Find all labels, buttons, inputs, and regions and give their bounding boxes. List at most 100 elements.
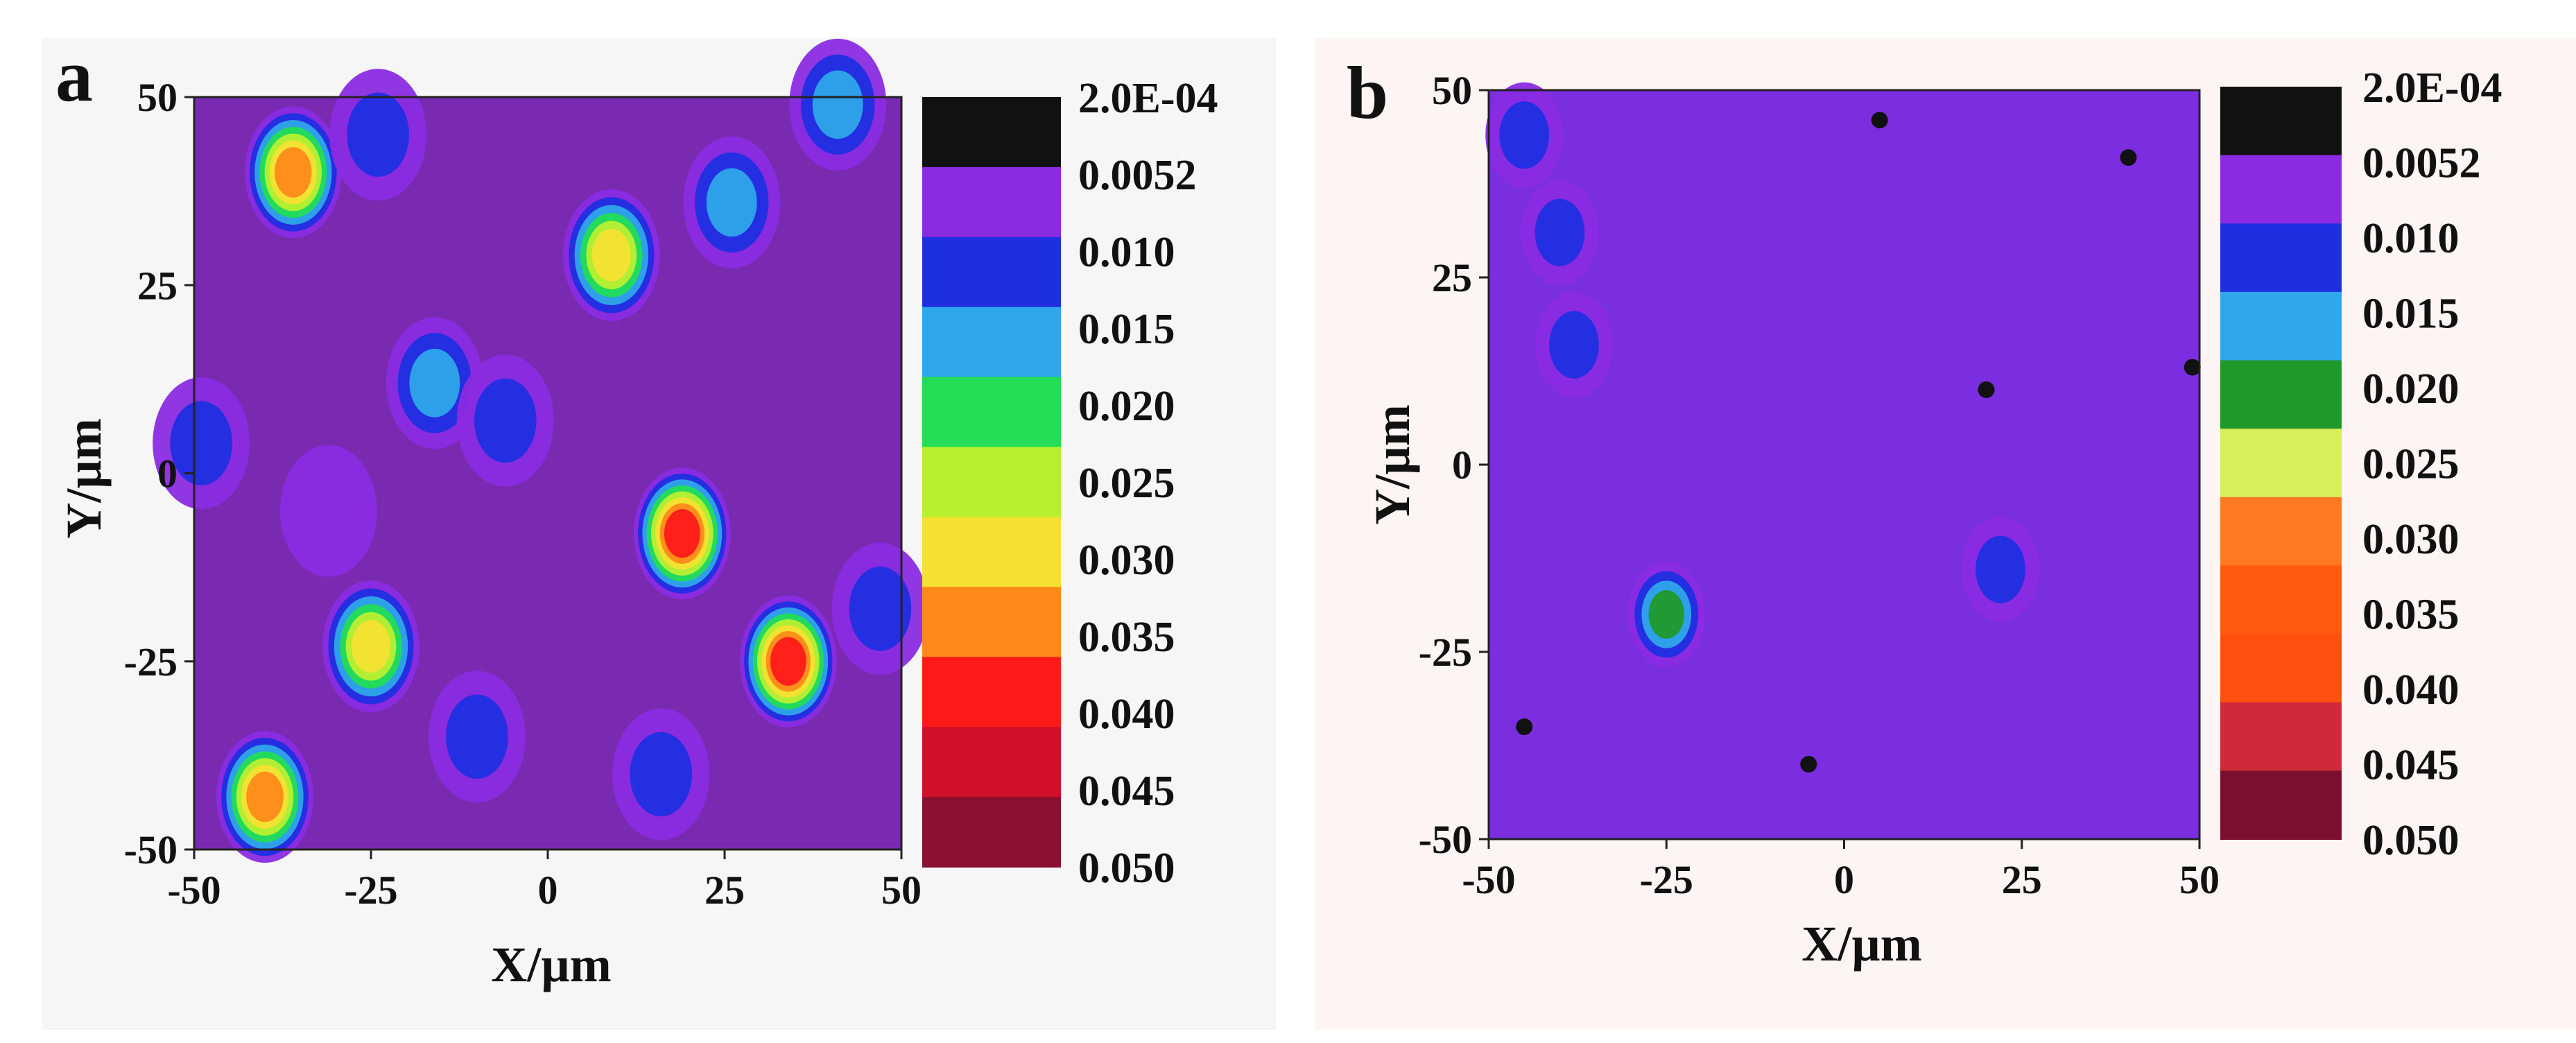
hotspot-b-3	[1962, 517, 2039, 623]
colorbar-swatch-b	[2220, 223, 2342, 293]
y-axis-label-b: Y/µm	[1365, 404, 1420, 524]
hotspot-a-4	[789, 38, 887, 171]
colorbar-label-a: 0.030	[1078, 537, 1175, 584]
heatmap-plot-a	[153, 38, 929, 863]
colorbar-swatch-a	[922, 587, 1061, 658]
colorbar-swatch-a	[922, 97, 1061, 168]
hotspot-a-1	[329, 69, 427, 201]
colorbar-label-b: 0.025	[2362, 441, 2460, 488]
colorbar-b: 2.0E-04 0.0052 0.010 0.015 0.020 0.025 0.030 0.…	[2220, 64, 2502, 864]
colorbar-label-b: 0.035	[2362, 592, 2460, 639]
panel-a: a -50 -25 0 25 50 50 25 0 -25 -50 2.0E-04 0.0052 0…	[0, 0, 1288, 1040]
colorbar-label-a: 0.035	[1078, 614, 1175, 661]
hotspot-a-9	[739, 595, 837, 727]
colorbar-label-b: 0.015	[2362, 291, 2460, 338]
dark-spot-b-0	[2120, 149, 2137, 166]
dark-spot-b-4	[1800, 756, 1817, 773]
colorbar-swatch-a	[922, 447, 1061, 518]
colorbar-swatch-a	[922, 727, 1061, 798]
x-axis-label-a: X/µm	[491, 937, 611, 992]
dark-spot-b-1	[2184, 359, 2201, 376]
colorbar-label-a: 0.0052	[1078, 152, 1197, 199]
y-tick-label-b: -25	[1419, 630, 1472, 675]
hotspot-a-7	[153, 377, 250, 510]
hotspot-a-8	[633, 467, 731, 600]
y-tick-label-b: -50	[1419, 817, 1472, 862]
colorbar-swatch-a	[922, 797, 1061, 868]
hotspot-a-10	[322, 580, 420, 713]
colorbar-label-b: 0.045	[2362, 742, 2460, 789]
y-tick-label-a: 50	[137, 75, 178, 120]
x-axis-label-b: X/µm	[1801, 916, 1921, 972]
colorbar-label-b: 0.030	[2362, 516, 2460, 563]
x-tick-label-a: -25	[344, 868, 397, 913]
colorbar-swatch-b	[2220, 634, 2342, 703]
dark-spot-b-5	[1871, 112, 1888, 129]
x-tick-labels-a: -50 -25 0 25 50	[167, 850, 922, 913]
hotspot-a-12	[216, 731, 313, 863]
colorbar-label-b: 0.010	[2362, 215, 2460, 262]
colorbar-label-b: 0.020	[2362, 365, 2460, 413]
hotspot-a-13	[831, 542, 929, 675]
colorbar-a: 2.0E-04 0.0052 0.010 0.015 0.020 0.025 0.030 0.…	[922, 75, 1218, 892]
colorbar-swatch-b	[2220, 429, 2342, 498]
colorbar-label-a: 0.025	[1078, 460, 1175, 507]
dark-spot-b-3	[1516, 718, 1533, 735]
colorbar-swatch-a	[922, 236, 1061, 308]
hotspot-b-0	[1485, 82, 1564, 188]
hotspot-a-6	[456, 354, 554, 487]
colorbar-swatch-a	[922, 517, 1061, 588]
dark-spot-b-2	[1978, 381, 1995, 398]
heatmap-plot-b	[1485, 82, 2201, 841]
colorbar-swatch-a	[922, 307, 1061, 378]
x-tick-label-a: 25	[704, 868, 745, 913]
colorbar-swatch-a	[922, 657, 1061, 728]
hotspot-a-5	[386, 317, 483, 449]
hotspot-a-14	[612, 708, 710, 841]
y-tick-label-a: 25	[137, 263, 178, 308]
y-tick-label-a: -50	[124, 827, 178, 872]
colorbar-swatch-b	[2220, 291, 2342, 361]
colorbar-label-a: 0.015	[1078, 306, 1175, 353]
y-tick-labels-b: 50 25 0 -25 -50	[1419, 68, 1489, 862]
colorbar-swatch-b	[2220, 702, 2342, 772]
y-tick-labels-a: 50 25 0 -25 -50	[124, 75, 194, 872]
colorbar-label-b: 0.0052	[2362, 140, 2481, 187]
hotspot-a-11	[429, 671, 526, 803]
x-tick-label-a: -50	[167, 868, 221, 913]
colorbar-swatch-b	[2220, 770, 2342, 840]
hotspot-b-1	[1521, 180, 1599, 286]
panel-b: b -50 -25 0 25 50 50 25 0 -25 -50 2.0E-04 0.0052 0…	[1288, 0, 2576, 1040]
colorbar-swatch-b	[2220, 497, 2342, 567]
panel-label-b: b	[1347, 52, 1388, 135]
panel-a-svg: a -50 -25 0 25 50 50 25 0 -25 -50 2.0E-04 0.0052 0…	[42, 35, 1276, 1030]
panel-label-a: a	[55, 35, 93, 117]
colorbar-label-a: 0.010	[1078, 229, 1175, 276]
colorbar-label-a: 2.0E-04	[1078, 75, 1218, 122]
colorbar-swatch-a	[922, 166, 1061, 238]
y-tick-label-a: 0	[157, 451, 178, 497]
colorbar-label-a: 0.020	[1078, 383, 1175, 430]
colorbar-label-b: 0.050	[2362, 817, 2460, 864]
x-tick-label-b: 50	[2179, 857, 2220, 902]
hotspot-a-2	[562, 189, 660, 321]
y-tick-label-a: -25	[124, 639, 178, 684]
x-tick-label-a: 50	[881, 868, 922, 913]
hotspot-b-4	[1627, 562, 1706, 667]
colorbar-label-a: 0.045	[1078, 768, 1175, 815]
x-tick-label-b: 25	[2002, 857, 2042, 902]
colorbar-swatch-b	[2220, 155, 2342, 225]
y-tick-label-b: 0	[1452, 442, 1472, 488]
colorbar-label-a: 0.050	[1078, 845, 1175, 892]
panel-b-svg: b -50 -25 0 25 50 50 25 0 -25 -50 2.0E-04 0.0052 0…	[1315, 38, 2576, 1030]
x-tick-label-b: -25	[1640, 857, 1693, 902]
x-tick-label-b: -50	[1462, 857, 1515, 902]
x-tick-label-b: 0	[1834, 857, 1854, 902]
colorbar-swatch-a	[922, 377, 1061, 448]
colorbar-label-b: 2.0E-04	[2362, 64, 2502, 112]
x-tick-label-a: 0	[538, 868, 558, 913]
y-tick-label-b: 50	[1432, 68, 1472, 113]
colorbar-swatch-b	[2220, 565, 2342, 635]
colorbar-label-b: 0.040	[2362, 666, 2460, 714]
x-tick-labels-b: -50 -25 0 25 50	[1462, 839, 2220, 902]
